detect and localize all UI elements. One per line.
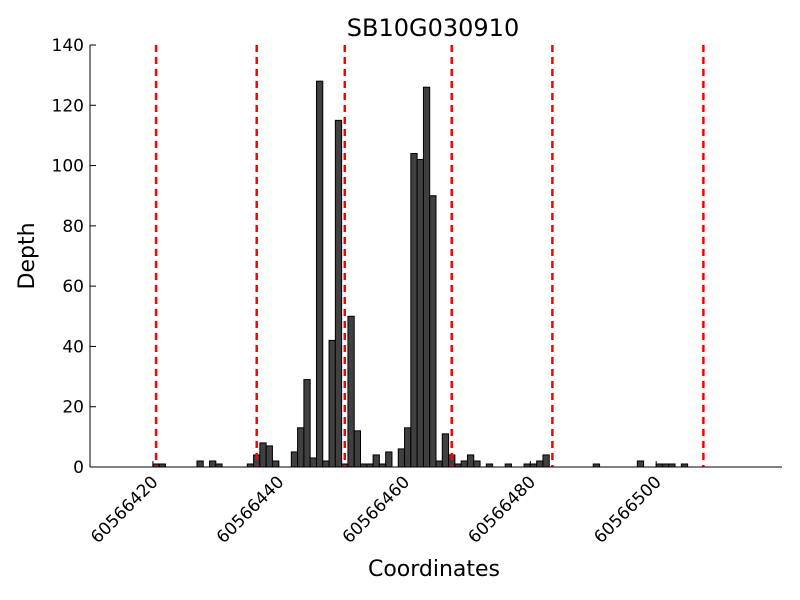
bar	[422, 86, 431, 468]
bar	[271, 460, 280, 468]
bar	[435, 460, 443, 468]
bar	[473, 460, 481, 468]
bar	[441, 433, 450, 468]
bar	[322, 460, 330, 468]
bar	[265, 445, 273, 468]
y-tick-label: 120	[52, 96, 84, 116]
bar	[297, 427, 305, 468]
bar	[334, 119, 343, 468]
bar	[290, 451, 299, 468]
bar	[259, 442, 267, 468]
bar	[397, 448, 406, 468]
y-tick-label: 0	[73, 458, 84, 478]
bar	[536, 460, 544, 468]
y-tick-label: 140	[52, 36, 84, 56]
y-tick-label: 100	[52, 157, 84, 177]
bar	[353, 430, 362, 468]
y-tick-label: 60	[62, 277, 84, 297]
bar	[466, 454, 475, 468]
bar	[347, 315, 355, 468]
y-tick-label: 40	[62, 337, 84, 357]
y-ticks-group: 0 20 40 60 80 100 120 140	[52, 36, 96, 478]
bar	[429, 195, 437, 468]
bar	[372, 454, 380, 468]
bar	[410, 153, 418, 468]
y-tick-label: 80	[62, 217, 84, 237]
bar	[385, 451, 393, 468]
bar	[196, 460, 204, 468]
bar	[460, 460, 468, 468]
reference-lines-group	[154, 45, 705, 467]
bar	[416, 159, 424, 468]
y-axis-title: Depth	[15, 222, 40, 289]
bar	[636, 460, 645, 468]
x-axis-title: Coordinates	[368, 557, 500, 582]
y-tick-label: 20	[62, 398, 84, 418]
chart-title: SB10G030910	[347, 14, 519, 42]
bar	[309, 457, 317, 468]
bar	[315, 80, 324, 468]
bar	[542, 454, 550, 468]
bar	[303, 379, 311, 468]
axes-group	[89, 45, 782, 468]
bar	[209, 460, 217, 468]
bar	[328, 339, 336, 468]
bar	[404, 427, 412, 468]
